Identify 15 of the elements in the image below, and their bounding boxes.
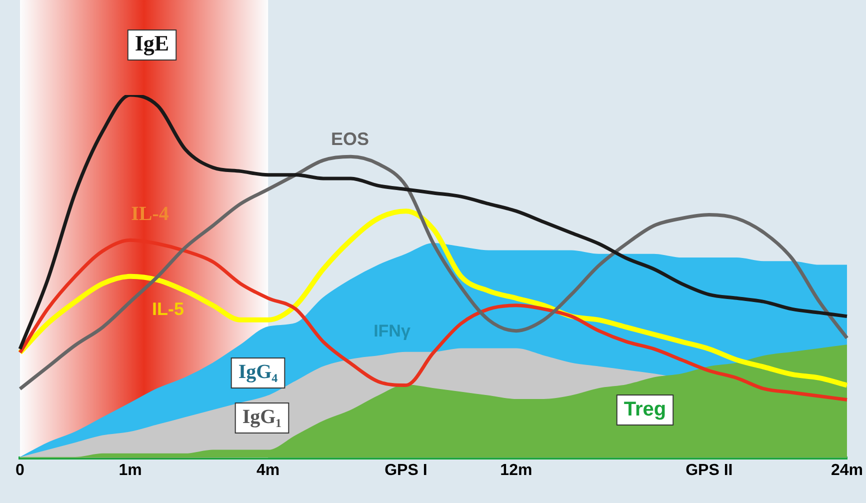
x-tick-label: 4m: [256, 462, 280, 479]
x-tick-label: GPS I: [384, 462, 428, 479]
series-label: IL-4: [131, 203, 169, 226]
x-tick-label: 0: [16, 462, 25, 479]
annotation: IFNγ: [374, 322, 411, 341]
series-label: IL-5: [152, 298, 184, 319]
x-tick-label: GPS II: [686, 462, 733, 479]
x-tick-label: 1m: [118, 462, 142, 479]
series-label: Treg: [624, 398, 666, 421]
x-tick-label: 12m: [500, 462, 532, 479]
series-label: IgG₁: [242, 406, 282, 428]
series-label: IgE: [134, 30, 170, 56]
x-tick-label: 24m: [830, 462, 864, 479]
series-label: IgG₄: [238, 361, 278, 384]
series-label: EOS: [330, 128, 370, 149]
